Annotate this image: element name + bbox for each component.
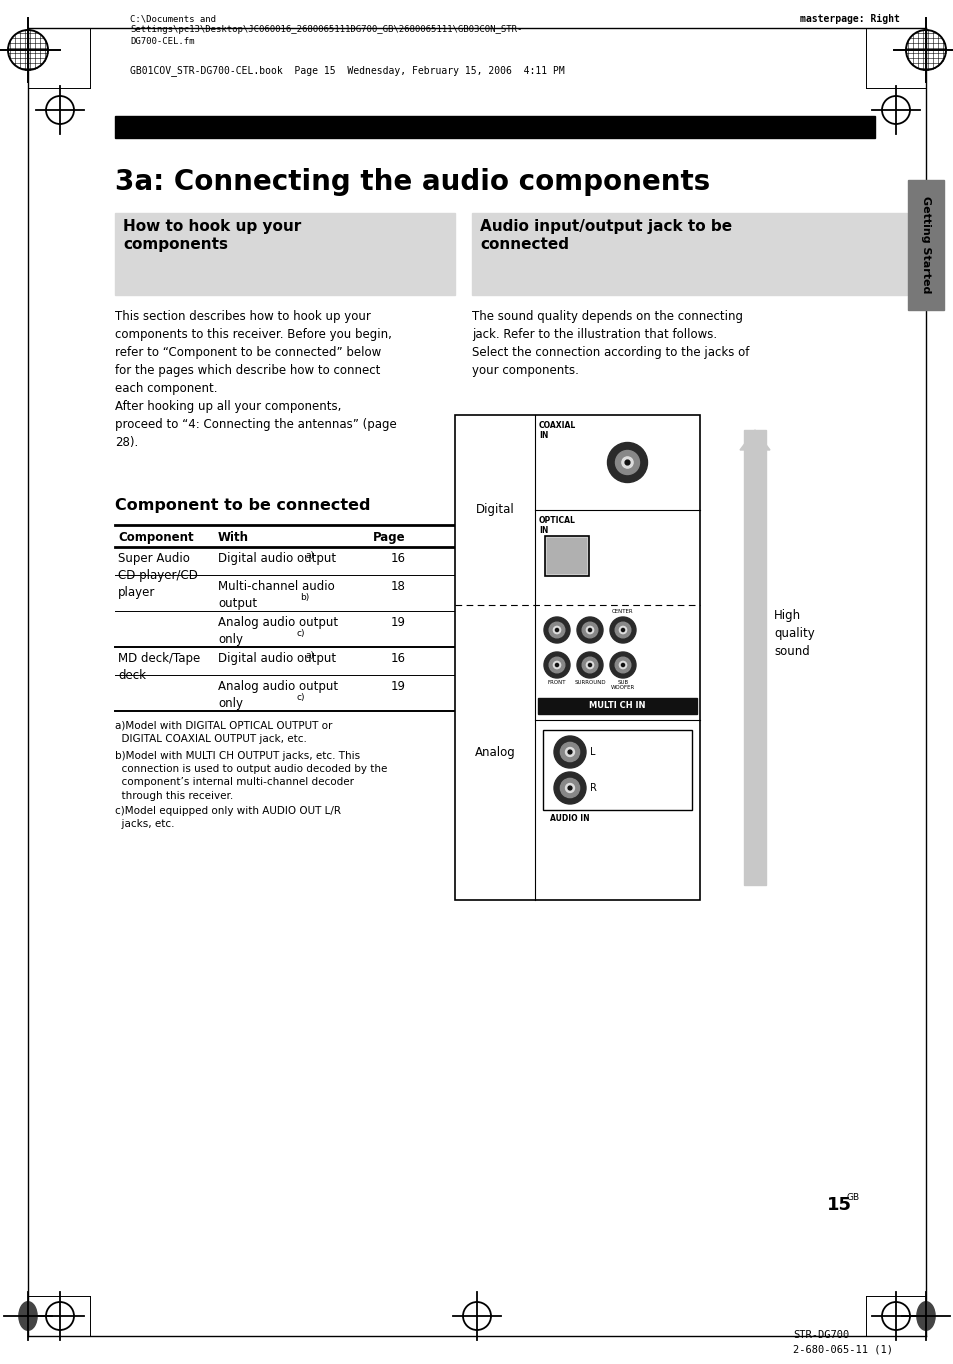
Circle shape [553, 662, 560, 668]
Circle shape [615, 622, 630, 638]
Circle shape [624, 460, 629, 465]
Text: OPTICAL
IN: OPTICAL IN [538, 516, 576, 536]
Text: 19: 19 [391, 617, 406, 629]
Bar [544, 536, 588, 576]
Text: 19: 19 [391, 681, 406, 693]
Text: Component to be connected: Component to be connected [115, 498, 370, 513]
Circle shape [581, 622, 598, 638]
Text: Digital audio output: Digital audio output [218, 652, 335, 666]
Text: CENTER: CENTER [612, 608, 633, 614]
Text: Page: Page [373, 531, 406, 544]
Text: GB01COV_STR-DG700-CEL.book  Page 15  Wednesday, February 15, 2006  4:11 PM: GB01COV_STR-DG700-CEL.book Page 15 Wedne… [130, 65, 564, 76]
Circle shape [609, 617, 636, 642]
Text: How to hook up your
components: How to hook up your components [123, 220, 301, 252]
Circle shape [543, 617, 569, 642]
Text: Analog: Analog [475, 746, 515, 758]
Ellipse shape [916, 1301, 934, 1330]
Text: Getting Started: Getting Started [920, 196, 930, 293]
Text: SUB
WOOFER: SUB WOOFER [610, 681, 635, 690]
Text: Digital: Digital [476, 503, 514, 517]
Text: C:\Documents and
Settings\pc13\Desktop\JC060016_2680065111DG700_GB\2680065111\GB: C:\Documents and Settings\pc13\Desktop\J… [130, 14, 522, 46]
Text: High
quality
sound: High quality sound [773, 608, 814, 657]
Text: SURROUND: SURROUND [574, 681, 605, 685]
Circle shape [549, 657, 564, 672]
Text: 16: 16 [391, 552, 406, 565]
Circle shape [607, 442, 647, 483]
Circle shape [615, 450, 639, 475]
Circle shape [577, 617, 602, 642]
Circle shape [554, 772, 585, 803]
Circle shape [555, 629, 558, 632]
Text: The sound quality depends on the connecting
jack. Refer to the illustration that: The sound quality depends on the connect… [472, 310, 749, 376]
Text: c): c) [296, 693, 305, 702]
Circle shape [553, 626, 560, 634]
Circle shape [621, 457, 633, 468]
Circle shape [618, 626, 626, 634]
Circle shape [620, 663, 624, 667]
Circle shape [609, 652, 636, 678]
Circle shape [559, 779, 579, 798]
Bar [115, 116, 874, 138]
Bar [537, 698, 697, 713]
Text: MD deck/Tape
deck: MD deck/Tape deck [118, 652, 200, 682]
Text: 18: 18 [391, 580, 406, 593]
Circle shape [588, 663, 591, 667]
Text: AUDIO IN: AUDIO IN [550, 814, 589, 822]
Text: c): c) [296, 629, 305, 638]
Text: 15: 15 [826, 1196, 851, 1214]
Circle shape [615, 657, 630, 672]
Circle shape [559, 742, 579, 761]
Circle shape [577, 652, 602, 678]
Ellipse shape [19, 1301, 37, 1330]
Text: 16: 16 [391, 652, 406, 666]
Circle shape [588, 629, 591, 632]
Text: b)Model with MULTI CH OUTPUT jacks, etc. This
  connection is used to output aud: b)Model with MULTI CH OUTPUT jacks, etc.… [115, 752, 387, 801]
Text: L: L [589, 747, 595, 757]
Text: COAXIAL
IN: COAXIAL IN [538, 421, 576, 441]
Text: 2-680-065-11 (1): 2-680-065-11 (1) [792, 1344, 892, 1354]
Bar [542, 730, 691, 810]
Circle shape [565, 747, 574, 757]
Circle shape [554, 737, 585, 768]
Text: MULTI CH IN: MULTI CH IN [589, 701, 645, 711]
Text: Component: Component [118, 531, 193, 544]
Text: masterpage: Right: masterpage: Right [800, 14, 899, 25]
Text: Digital audio output: Digital audio output [218, 552, 335, 565]
Text: This section describes how to hook up your
components to this receiver. Before y: This section describes how to hook up yo… [115, 310, 396, 449]
Text: FRONT: FRONT [547, 681, 566, 685]
Text: With: With [218, 531, 249, 544]
Circle shape [620, 629, 624, 632]
Text: b): b) [299, 593, 309, 602]
Text: a): a) [306, 551, 314, 561]
Text: GB: GB [846, 1194, 860, 1202]
Bar [455, 415, 700, 900]
Bar [907, 180, 943, 310]
Text: Super Audio
CD player/CD
player: Super Audio CD player/CD player [118, 552, 197, 599]
Circle shape [586, 626, 593, 634]
Text: a)Model with DIGITAL OPTICAL OUTPUT or
  DIGITAL COAXIAL OUTPUT jack, etc.: a)Model with DIGITAL OPTICAL OUTPUT or D… [115, 722, 332, 745]
Circle shape [618, 662, 626, 668]
Circle shape [581, 657, 598, 672]
Bar [115, 213, 455, 295]
Circle shape [586, 662, 593, 668]
Text: 3a: Connecting the audio components: 3a: Connecting the audio components [115, 168, 709, 196]
Circle shape [543, 652, 569, 678]
Text: Audio input/output jack to be
connected: Audio input/output jack to be connected [479, 220, 731, 252]
Text: Analog audio output
only: Analog audio output only [218, 617, 337, 647]
Circle shape [565, 783, 574, 792]
Circle shape [567, 750, 571, 754]
Text: a): a) [306, 651, 314, 660]
Text: c)Model equipped only with AUDIO OUT L/R
  jacks, etc.: c)Model equipped only with AUDIO OUT L/R… [115, 806, 340, 829]
Text: Multi-channel audio
output: Multi-channel audio output [218, 580, 335, 610]
Bar [472, 213, 906, 295]
Polygon shape [740, 430, 769, 450]
Circle shape [567, 786, 571, 790]
Circle shape [555, 663, 558, 667]
Circle shape [549, 622, 564, 638]
Text: R: R [589, 783, 597, 792]
Bar [546, 537, 586, 573]
Text: STR-DG700: STR-DG700 [792, 1330, 848, 1339]
Text: Analog audio output
only: Analog audio output only [218, 681, 337, 711]
Bar [743, 430, 765, 885]
